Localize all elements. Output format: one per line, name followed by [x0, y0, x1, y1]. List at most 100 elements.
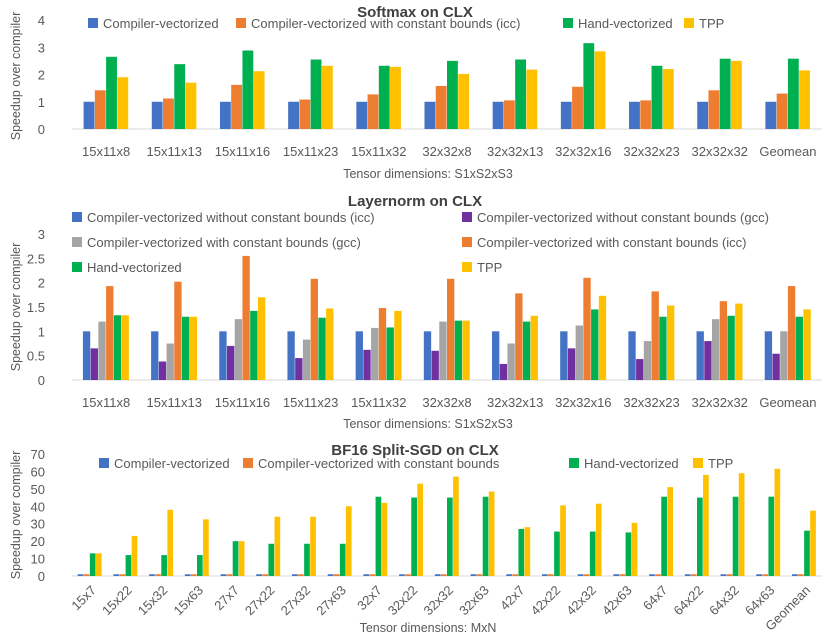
y-tick-label: 0	[38, 569, 45, 584]
legend-swatch	[72, 262, 82, 272]
legend-swatch	[236, 18, 246, 28]
bar	[712, 319, 720, 380]
bar	[560, 505, 566, 576]
bar	[572, 86, 583, 129]
bar	[512, 574, 519, 576]
chart-title: Softmax on CLX	[357, 4, 473, 21]
legend-label: Compiler-vectorized without constant bou…	[477, 210, 769, 225]
legend-swatch	[88, 18, 98, 28]
bar	[256, 574, 262, 576]
bar	[799, 70, 811, 129]
bar	[440, 574, 447, 576]
bar	[732, 496, 739, 576]
legend-swatch	[99, 458, 109, 468]
bar	[567, 348, 576, 380]
x-tick-label: 15x11x16	[215, 144, 270, 159]
bar	[659, 316, 667, 380]
y-axis-label: Speedup over compiler	[9, 243, 23, 372]
bar	[405, 574, 411, 576]
bar	[470, 574, 477, 576]
bar	[163, 98, 174, 129]
bar	[125, 555, 132, 576]
bar	[628, 331, 636, 380]
y-tick-label: 20	[31, 534, 45, 549]
bar	[189, 316, 198, 380]
bar	[810, 510, 816, 576]
bar	[651, 291, 659, 380]
x-tick-label: 15x32	[135, 583, 171, 619]
bar	[333, 574, 340, 576]
bar	[435, 85, 447, 129]
bar	[507, 343, 515, 380]
legend-label: Hand-vectorized	[87, 260, 182, 275]
bar	[704, 341, 712, 380]
bar	[378, 307, 387, 380]
bar	[227, 345, 235, 380]
bar	[787, 286, 796, 380]
y-tick-label: 50	[31, 482, 45, 497]
bar	[696, 331, 704, 380]
legend-label: Compiler-vectorized with constant bounds…	[477, 235, 747, 250]
bar	[231, 84, 243, 129]
bar	[690, 574, 697, 576]
bar	[583, 574, 590, 576]
bar	[355, 331, 363, 380]
bar	[287, 331, 295, 380]
x-tick-label: 32x32x8	[422, 395, 471, 410]
x-tick-label: 27x22	[242, 583, 278, 619]
bar	[242, 255, 250, 380]
y-tick-label: 30	[31, 517, 45, 532]
bar	[77, 574, 84, 576]
bar	[651, 65, 663, 129]
bar	[804, 530, 810, 576]
y-tick-label: 4	[38, 13, 45, 28]
x-tick-label: 42x7	[497, 583, 528, 614]
bar	[795, 316, 803, 380]
bar	[268, 543, 275, 576]
bar	[310, 516, 316, 576]
bar	[95, 553, 102, 576]
legend-label: TPP	[477, 260, 502, 275]
legend-swatch	[72, 237, 82, 247]
y-axis-label: Speedup over compiler	[9, 451, 23, 580]
x-tick-label: 64x32	[706, 583, 742, 619]
bar	[803, 309, 811, 380]
x-tick-label: 15x11x16	[215, 395, 270, 410]
bar	[298, 574, 304, 576]
y-tick-label: 1	[38, 95, 45, 110]
bar	[288, 101, 299, 129]
x-tick-label: 15x11x23	[283, 395, 338, 410]
legend-swatch	[563, 18, 573, 28]
bar	[174, 64, 186, 129]
bar	[94, 90, 106, 129]
bar	[503, 100, 515, 129]
bar	[530, 315, 538, 380]
bar	[719, 301, 728, 380]
bar	[299, 99, 311, 129]
bar	[667, 305, 675, 380]
bar	[649, 574, 655, 576]
legend-swatch	[462, 212, 472, 222]
bar	[83, 101, 95, 129]
bar	[220, 574, 227, 576]
bar	[640, 100, 652, 129]
x-tick-label: 15x63	[170, 583, 206, 619]
legend-label: Compiler-vectorized	[114, 456, 230, 471]
bar	[257, 297, 266, 380]
bar	[378, 65, 390, 129]
bar	[369, 574, 376, 576]
legend-label: TPP	[699, 16, 724, 31]
bar	[439, 321, 447, 380]
x-tick-label: 15x22	[99, 583, 135, 619]
x-tick-label: 15x11x32	[351, 395, 406, 410]
bar	[182, 316, 190, 380]
bar	[726, 574, 733, 576]
x-tick-label: 15x11x8	[82, 144, 130, 159]
bar	[583, 43, 595, 129]
bar	[492, 101, 504, 129]
bar	[232, 541, 239, 576]
bar	[776, 93, 788, 129]
legend-swatch	[72, 212, 82, 222]
bar	[106, 56, 117, 129]
